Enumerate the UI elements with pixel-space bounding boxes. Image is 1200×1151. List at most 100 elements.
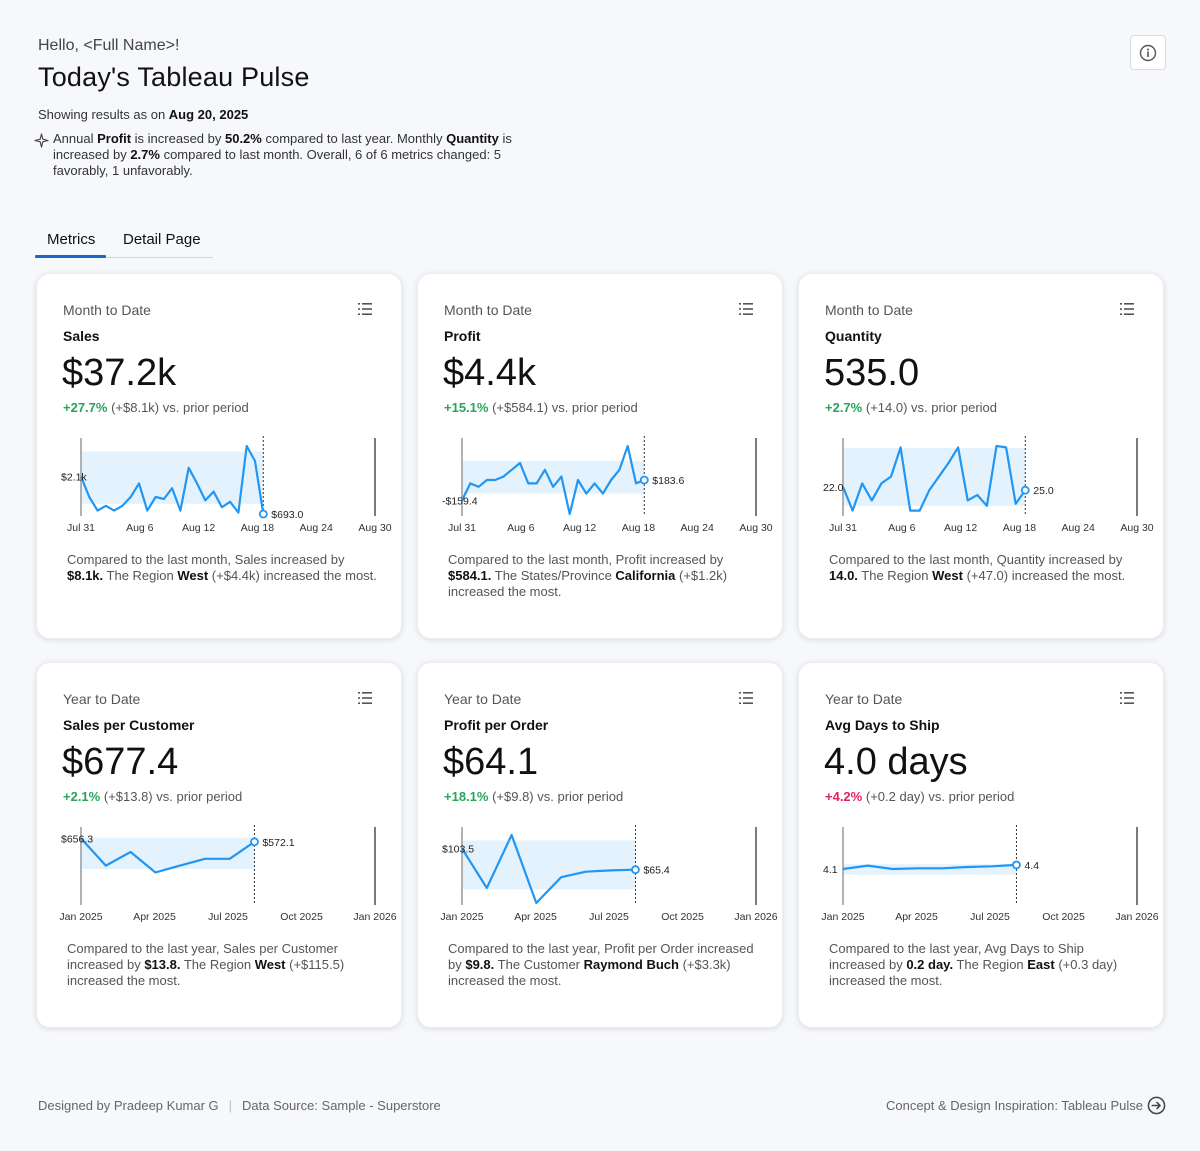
- metric-card[interactable]: Year to Date Sales per Customer $677.4 +…: [36, 662, 402, 1028]
- active-tab-indicator: [35, 255, 106, 258]
- x-axis-tick-label: Aug 6: [507, 522, 535, 534]
- inspiration-link[interactable]: Concept & Design Inspiration: Tableau Pu…: [885, 1098, 1143, 1113]
- x-axis-tick-label: Aug 18: [241, 522, 274, 534]
- card-metric-name: Profit: [444, 328, 481, 344]
- metric-card[interactable]: Month to Date Quantity 535.0 +2.7% (+14.…: [798, 273, 1164, 639]
- x-axis-tick-label: Jan 2026: [1115, 911, 1158, 923]
- end-value-label: $572.1: [262, 837, 294, 849]
- x-axis-tick-label: Aug 24: [1062, 522, 1095, 534]
- x-axis-tick-label: Jul 2025: [589, 911, 629, 923]
- normal-range-band: [81, 451, 264, 504]
- x-axis-tick-label: Apr 2025: [133, 911, 176, 923]
- x-axis-tick-label: Aug 24: [681, 522, 714, 534]
- start-value-label: 4.1: [823, 864, 838, 876]
- card-change-pct: +27.7%: [63, 400, 108, 415]
- start-value-label: $656.3: [61, 833, 93, 845]
- end-point-marker: [250, 837, 259, 847]
- footer-credits: Designed by Pradeep Kumar G | Data Source:…: [38, 1098, 441, 1113]
- card-change-pct: +4.2%: [825, 789, 863, 804]
- summary-text: Annual Profit is increased by 50.2% comp…: [53, 131, 512, 178]
- menu-icon[interactable]: [357, 690, 373, 706]
- menu-icon[interactable]: [1119, 690, 1135, 706]
- x-axis-tick-label: Aug 12: [944, 522, 977, 534]
- arrow-right-circle-icon[interactable]: [1147, 1096, 1166, 1115]
- card-change: +4.2% (+0.2 day) vs. prior period: [825, 789, 1014, 804]
- end-point-marker: [639, 475, 649, 485]
- card-change-delta: (+0.2 day) vs. prior period: [865, 789, 1015, 804]
- end-point-marker: [1020, 485, 1030, 495]
- card-change: +27.7% (+$8.1k) vs. prior period: [63, 400, 249, 415]
- card-insight: Compared to the last year, Profit per Or…: [448, 941, 754, 988]
- card-change-pct: +2.7%: [825, 400, 863, 415]
- x-axis-tick-label: Jul 31: [67, 522, 95, 534]
- x-axis-tick-label: Jul 31: [829, 522, 857, 534]
- end-value-label: $183.6: [652, 475, 684, 487]
- menu-icon[interactable]: [357, 301, 373, 317]
- card-metric-name: Quantity: [825, 328, 882, 344]
- x-axis-tick-label: Jan 2026: [734, 911, 777, 923]
- x-axis-tick-label: Aug 30: [358, 522, 391, 534]
- card-insight: Compared to the last month, Profit incre…: [448, 552, 728, 599]
- x-axis-tick-label: Oct 2025: [280, 911, 323, 923]
- sparkline-series: [842, 863, 1017, 871]
- tab-metrics[interactable]: Metrics: [47, 231, 96, 248]
- metric-card[interactable]: Year to Date Avg Days to Ship 4.0 days +…: [798, 662, 1164, 1028]
- x-axis-tick-label: Aug 6: [888, 522, 916, 534]
- card-period: Year to Date: [825, 691, 903, 707]
- metric-card[interactable]: Year to Date Profit per Order $64.1 +18.…: [417, 662, 783, 1028]
- footer-inspiration[interactable]: Concept & Design Inspiration: Tableau Pu…: [886, 1096, 1166, 1115]
- card-insight: Compared to the last year, Sales per Cus…: [67, 941, 345, 988]
- card-value: $64.1: [443, 741, 539, 783]
- end-point-marker: [631, 865, 640, 875]
- start-value-label: 22.0: [823, 482, 844, 494]
- end-value-label: $65.4: [643, 865, 669, 877]
- x-axis-tick-label: Jan 2025: [59, 911, 102, 923]
- as-of-date: Showing results as on Aug 20, 2025: [38, 107, 249, 122]
- x-axis-tick-label: Aug 24: [300, 522, 333, 534]
- menu-icon[interactable]: [738, 301, 754, 317]
- menu-icon[interactable]: [738, 690, 754, 706]
- card-value: $677.4: [62, 741, 179, 783]
- card-change-delta: (+14.0) vs. prior period: [865, 400, 998, 415]
- card-period: Year to Date: [63, 691, 141, 707]
- card-change-delta: (+$8.1k) vs. prior period: [111, 400, 249, 415]
- x-axis-tick-label: Jul 31: [448, 522, 476, 534]
- metric-card[interactable]: Month to Date Sales $37.2k +27.7% (+$8.1…: [36, 273, 402, 639]
- menu-icon[interactable]: [1119, 301, 1135, 317]
- end-point-marker: [1012, 860, 1021, 870]
- start-value-label: -$159.4: [442, 495, 478, 507]
- end-value-label: 25.0: [1033, 485, 1054, 497]
- x-axis-tick-label: Aug 18: [1003, 522, 1036, 534]
- sparkline-series: [461, 833, 636, 905]
- tab-detail-page[interactable]: Detail Page: [123, 231, 201, 248]
- data-source: Data Source: Sample - Superstore: [242, 1098, 441, 1113]
- sparkline-chart: 22.0 25.0 Jul 31 Aug 6 Aug 12 Aug 18 Aug 24 Aug…: [823, 436, 1154, 534]
- sparkline-series: [79, 444, 265, 515]
- card-change-pct: +18.1%: [444, 789, 489, 804]
- card-period: Month to Date: [444, 302, 532, 318]
- card-value: 535.0: [824, 352, 920, 394]
- card-value: 4.0 days: [824, 741, 968, 783]
- info-button[interactable]: [1130, 35, 1166, 70]
- x-axis-tick-label: Jul 2025: [970, 911, 1010, 923]
- card-insight: Compared to the last month, Sales increa…: [67, 552, 377, 583]
- card-period: Month to Date: [63, 302, 151, 318]
- end-value-label: 4.4: [1024, 860, 1039, 872]
- card-change: +18.1% (+$9.8) vs. prior period: [444, 789, 623, 804]
- card-metric-name: Avg Days to Ship: [825, 717, 940, 733]
- sparkline-chart: $103.5 $65.4 Jan 2025 Apr 2025 Jul 2025 Oct 2…: [440, 825, 778, 923]
- start-value-label: $2.1k: [61, 472, 87, 484]
- tab-bar: Metrics Detail Page: [35, 226, 213, 258]
- card-value: $37.2k: [62, 352, 177, 394]
- sparkline-series: [841, 444, 1027, 512]
- x-axis-tick-label: Aug 30: [1120, 522, 1153, 534]
- sparkline-chart: -$159.4 $183.6 Jul 31 Aug 6 Aug 12 Aug 18 Aug …: [442, 436, 773, 534]
- card-insight: Compared to the last year, Avg Days to S…: [829, 941, 1118, 988]
- card-change: +2.7% (+14.0) vs. prior period: [825, 400, 997, 415]
- x-axis-tick-label: Aug 6: [126, 522, 154, 534]
- card-change-pct: +15.1%: [444, 400, 489, 415]
- sparkline-chart: $2.1k $693.0 Jul 31 Aug 6 Aug 12 Aug 18 Aug 24…: [61, 436, 392, 534]
- card-change-pct: +2.1%: [63, 789, 101, 804]
- metric-card[interactable]: Month to Date Profit $4.4k +15.1% (+$584…: [417, 273, 783, 639]
- card-metric-name: Sales per Customer: [63, 717, 195, 733]
